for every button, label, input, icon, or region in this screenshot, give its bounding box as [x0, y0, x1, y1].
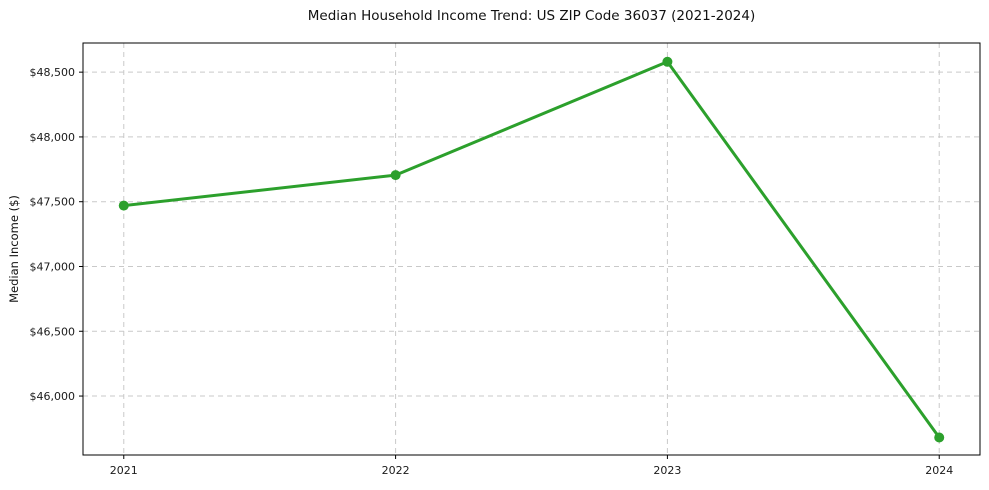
data-point-2023	[662, 56, 673, 67]
y-tick-label: $46,500	[30, 325, 76, 338]
y-tick-label: $47,000	[30, 260, 76, 273]
chart-title: Median Household Income Trend: US ZIP Co…	[307, 8, 756, 24]
data-point-2021	[118, 200, 129, 211]
axes-border	[82, 42, 981, 456]
x-tick-label: 2022	[382, 464, 410, 477]
y-tick-label: $48,500	[30, 66, 76, 79]
x-tick-label: 2023	[653, 464, 681, 477]
y-tick-label: $47,500	[30, 196, 76, 209]
data-point-2024	[934, 432, 945, 443]
data-point-2022	[390, 170, 401, 181]
y-tick-label: $46,000	[30, 390, 76, 403]
x-tick-label: 2024	[925, 464, 953, 477]
income-trend-line	[122, 60, 941, 440]
y-tick-label: $48,000	[30, 131, 76, 144]
x-tick-label: 2021	[110, 464, 138, 477]
